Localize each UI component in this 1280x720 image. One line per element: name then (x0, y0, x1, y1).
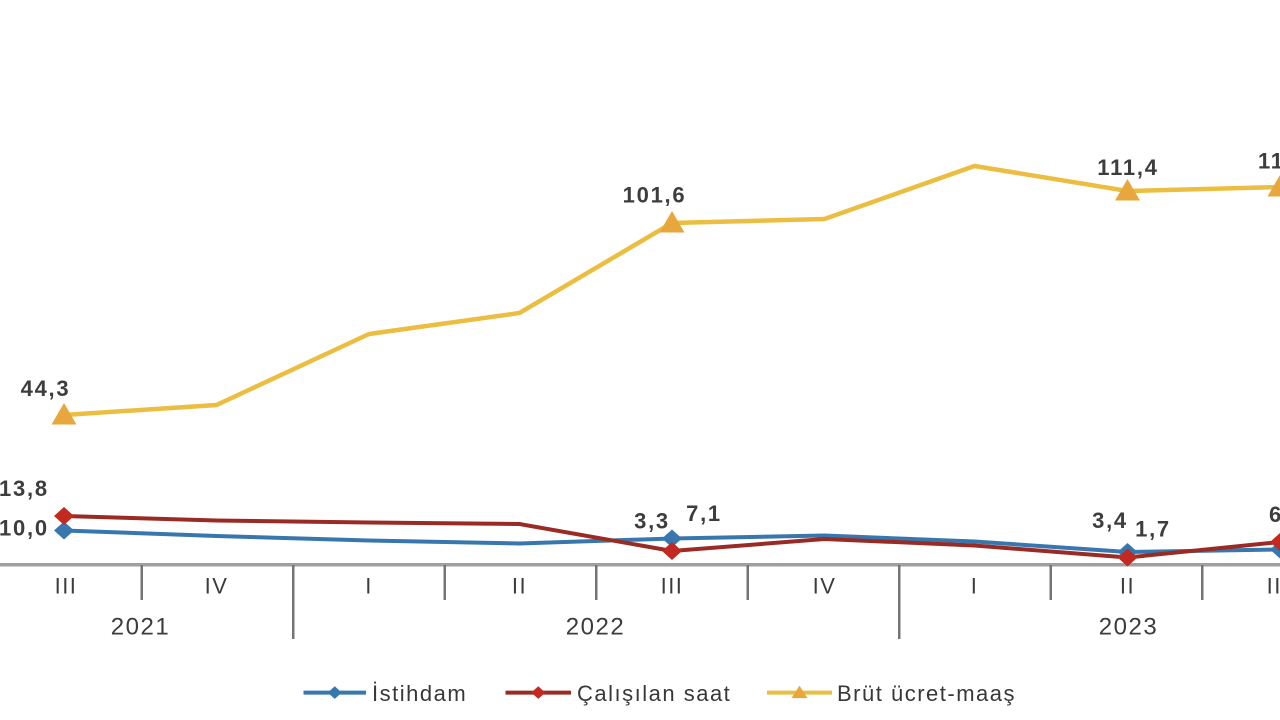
svg-text:13,8: 13,8 (0, 476, 49, 501)
svg-text:1,7: 1,7 (1135, 517, 1171, 542)
svg-text:6,8: 6,8 (1269, 502, 1280, 527)
svg-text:IV: IV (813, 574, 837, 599)
svg-text:44,3: 44,3 (21, 376, 71, 401)
svg-text:111,4: 111,4 (1097, 155, 1158, 180)
svg-text:II: II (512, 574, 527, 599)
svg-text:3,3: 3,3 (634, 509, 670, 534)
svg-text:III: III (661, 574, 684, 599)
svg-text:I: I (971, 574, 979, 599)
svg-text:II: II (1120, 574, 1135, 599)
svg-text:3,4: 3,4 (1092, 508, 1128, 533)
svg-text:III: III (55, 574, 78, 599)
svg-text:2021: 2021 (111, 614, 170, 641)
svg-text:113,4: 113,4 (1258, 149, 1280, 174)
svg-text:10,0: 10,0 (0, 516, 49, 541)
svg-text:İstihdam: İstihdam (372, 681, 467, 706)
svg-text:III: III (1267, 574, 1280, 599)
svg-text:2022: 2022 (566, 614, 625, 641)
svg-text:7,1: 7,1 (686, 501, 722, 526)
svg-text:IV: IV (205, 574, 229, 599)
svg-text:Çalışılan saat: Çalışılan saat (577, 681, 731, 706)
svg-text:I: I (365, 574, 373, 599)
svg-text:101,6: 101,6 (623, 183, 687, 208)
svg-text:Brüt ücret-maaş: Brüt ücret-maaş (837, 681, 1016, 706)
svg-text:2023: 2023 (1099, 614, 1158, 641)
